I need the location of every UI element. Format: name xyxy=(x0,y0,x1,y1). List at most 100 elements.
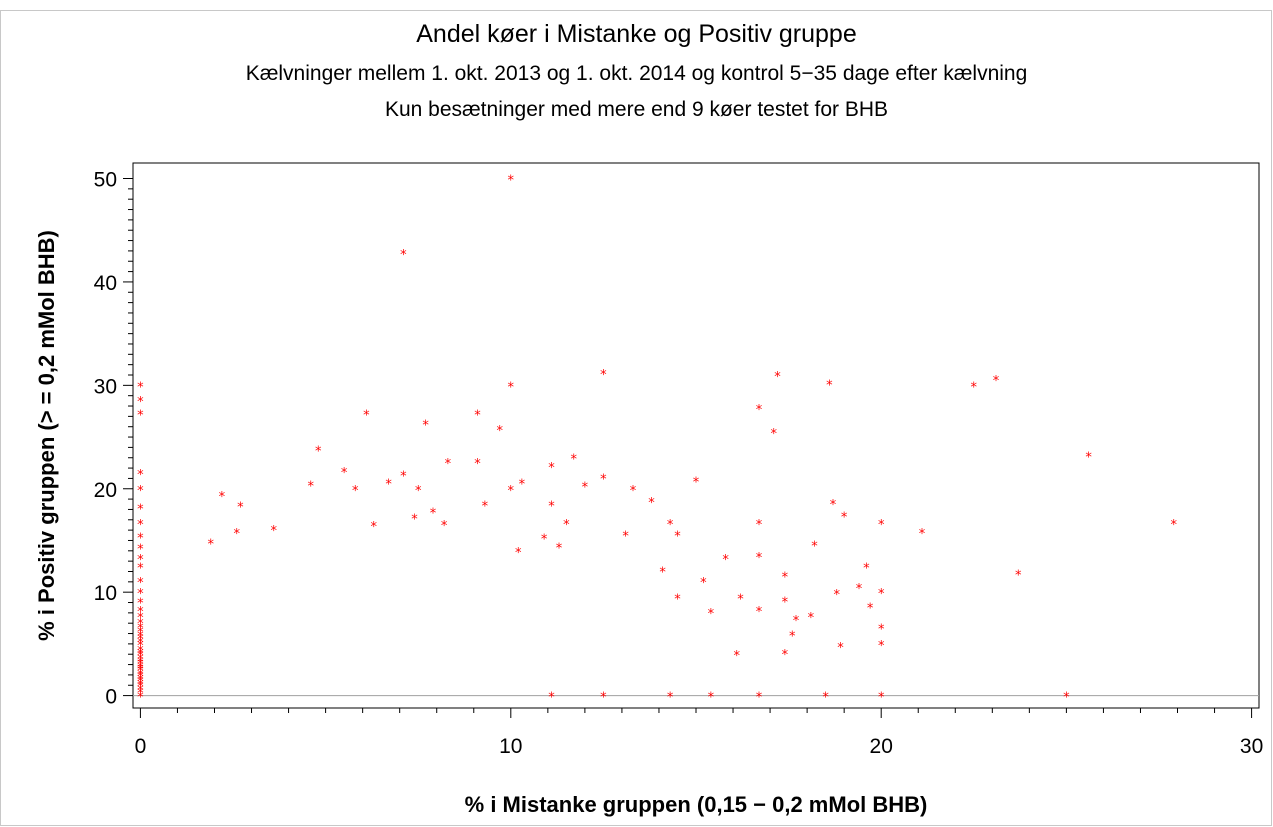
data-point: * xyxy=(674,592,681,607)
data-point: * xyxy=(137,625,144,640)
data-point: * xyxy=(315,444,322,459)
data-point: * xyxy=(474,457,481,472)
y-tick-label: 30 xyxy=(94,375,117,398)
data-point: * xyxy=(137,680,144,695)
data-point: * xyxy=(219,490,226,505)
data-point: * xyxy=(667,518,674,533)
data-point: * xyxy=(137,644,144,659)
x-tick-label: 10 xyxy=(499,735,522,758)
x-tick-label: 20 xyxy=(870,735,893,758)
data-point: * xyxy=(137,683,144,698)
data-point: * xyxy=(1063,691,1070,706)
x-axis-label: % i Mistanke gruppen (0,15 − 0,2 mMol BH… xyxy=(465,792,928,817)
data-point: * xyxy=(341,466,348,481)
data-point: * xyxy=(771,427,778,442)
data-point: * xyxy=(811,540,818,555)
data-point: * xyxy=(519,478,526,493)
data-point: * xyxy=(508,174,515,189)
data-point: * xyxy=(137,663,144,678)
data-point: * xyxy=(137,484,144,499)
data-point: * xyxy=(600,691,607,706)
data-point: * xyxy=(674,529,681,544)
data-point: * xyxy=(563,518,570,533)
data-point: * xyxy=(782,648,789,663)
data-point: * xyxy=(496,424,503,439)
data-point: * xyxy=(722,553,729,568)
tick-labels: 0 10 20 30 0 10 20 30 40 50 xyxy=(94,169,1264,758)
data-point: * xyxy=(841,511,848,526)
data-point: * xyxy=(430,507,437,522)
data-point: * xyxy=(137,649,144,664)
data-point: * xyxy=(600,472,607,487)
data-point: * xyxy=(137,617,144,632)
data-point: * xyxy=(137,636,144,651)
data-point: * xyxy=(667,691,674,706)
data-point: * xyxy=(508,484,515,499)
data-point: * xyxy=(648,496,655,511)
data-point: * xyxy=(411,513,418,528)
data-point: * xyxy=(808,611,815,626)
data-point: * xyxy=(137,670,144,685)
data-point: * xyxy=(400,248,407,263)
data-point: * xyxy=(971,380,978,395)
data-point: * xyxy=(693,475,700,490)
data-point: * xyxy=(137,605,144,620)
data-point: * xyxy=(137,647,144,662)
data-point: * xyxy=(789,630,796,645)
data-point: * xyxy=(548,461,555,476)
chart-subtitle-2: Kun besætninger med mere end 9 køer test… xyxy=(384,98,889,121)
data-point: * xyxy=(371,520,378,535)
data-point: * xyxy=(556,542,563,557)
data-point: * xyxy=(308,480,315,495)
data-point: * xyxy=(1085,451,1092,466)
data-point: * xyxy=(867,602,874,617)
data-point: * xyxy=(878,691,885,706)
data-point: * xyxy=(208,538,215,553)
data-point: * xyxy=(756,518,763,533)
data-point: * xyxy=(137,502,144,517)
data-point: * xyxy=(508,380,515,395)
data-point: * xyxy=(441,519,448,534)
data-point: * xyxy=(756,403,763,418)
data-point: * xyxy=(137,395,144,410)
data-point: * xyxy=(137,691,144,706)
data-point: * xyxy=(582,481,589,496)
plot-area xyxy=(132,162,1260,709)
data-point: * xyxy=(482,499,489,514)
data-point: * xyxy=(548,691,555,706)
data-point: * xyxy=(856,582,863,597)
data-point: * xyxy=(137,380,144,395)
data-point: * xyxy=(822,691,829,706)
data-point: * xyxy=(793,614,800,629)
data-point: * xyxy=(756,551,763,566)
data-point: * xyxy=(445,457,452,472)
data-point: * xyxy=(782,571,789,586)
data-point: * xyxy=(137,543,144,558)
data-point: * xyxy=(137,468,144,483)
data-point: * xyxy=(271,524,278,539)
data-point: * xyxy=(137,531,144,546)
y-tick-label: 10 xyxy=(94,582,117,605)
data-point: * xyxy=(422,419,429,434)
data-point: * xyxy=(571,453,578,468)
data-point: * xyxy=(782,595,789,610)
minor-ticks xyxy=(128,188,1216,713)
data-point: * xyxy=(137,657,144,672)
data-point: * xyxy=(659,565,666,580)
data-point: * xyxy=(622,529,629,544)
data-point: * xyxy=(774,370,781,385)
data-point: * xyxy=(385,478,392,493)
data-point: * xyxy=(137,518,144,533)
data-point: * xyxy=(878,639,885,654)
data-point: * xyxy=(137,408,144,423)
data-point: * xyxy=(137,678,144,693)
y-tick-label: 20 xyxy=(94,479,117,502)
data-point: * xyxy=(137,611,144,626)
data-point: * xyxy=(137,621,144,636)
y-tick-label: 40 xyxy=(94,272,117,295)
data-point: * xyxy=(826,378,833,393)
data-point: * xyxy=(400,469,407,484)
x-tick-label: 0 xyxy=(135,735,147,758)
data-point: * xyxy=(137,639,144,654)
